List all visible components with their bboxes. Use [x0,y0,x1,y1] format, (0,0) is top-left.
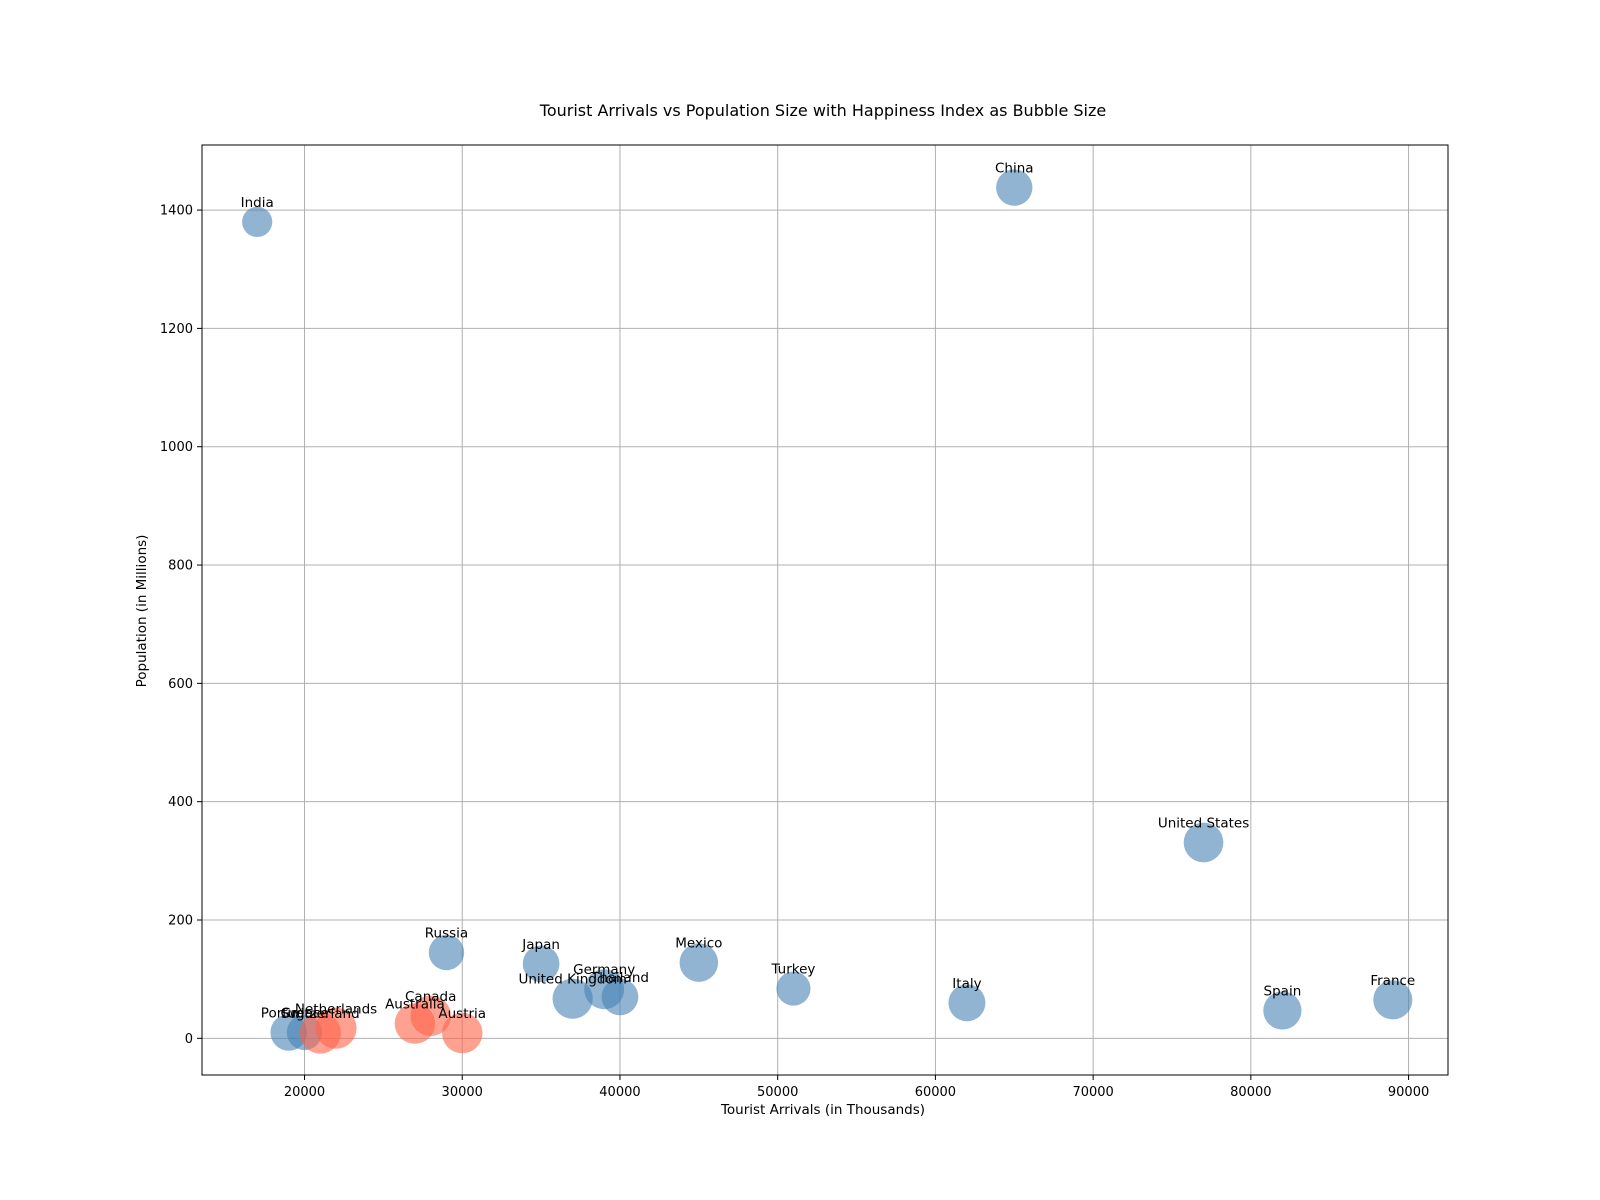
y-tick-label: 400 [168,795,193,810]
point-labels: France Spain United States China Italy Turkey… [241,161,1416,1022]
x-tick-label: 30000 [442,1085,483,1100]
x-tick-label: 80000 [1230,1085,1271,1100]
bubble [394,1003,436,1044]
bubble [522,945,560,983]
point-label: Russia [425,926,468,942]
plot-frame [201,144,1449,1076]
point-label: France [1370,973,1415,989]
bubble [242,206,273,238]
bubble [679,943,719,982]
point-label: India [241,195,274,211]
point-label: Canada [405,989,456,1005]
point-label: United States [1158,816,1249,832]
point-label: Turkey [770,962,815,978]
y-axis-label: Population (in Millions) [134,535,150,688]
bubble [428,934,465,971]
x-axis-label: Tourist Arrivals (in Thousands) [720,1102,925,1118]
point-label: Portugal [261,1005,317,1021]
y-tick-label: 1000 [160,440,193,455]
bubble [996,169,1033,206]
x-tick-label: 20000 [284,1085,325,1100]
y-tick-label: 1200 [160,322,193,337]
bubble [299,1012,341,1054]
point-label: Mexico [675,936,722,952]
point-label: Germany [573,962,635,978]
grid-lines [202,145,1448,1075]
point-label: Spain [1264,984,1302,1000]
point-label: Austria [438,1006,486,1022]
point-label: Australia [385,997,445,1013]
point-label: Thailand [590,970,649,986]
y-tick-label: 200 [168,914,193,929]
point-label: China [995,161,1034,177]
bubble [1263,991,1302,1030]
point-label: Italy [952,976,981,992]
bubble [441,1012,483,1054]
point-label: Switzerland [281,1006,360,1022]
chart-title: Tourist Arrivals vs Population Size with… [539,101,1106,120]
point-label: Greece [280,1005,328,1021]
point-label: Japan [521,937,560,953]
y-tick-label: 600 [168,677,193,692]
bubble [584,969,625,1010]
point-label: United Kingdom [518,972,626,988]
x-tick-label: 40000 [599,1085,640,1100]
y-tick-label: 800 [168,559,193,574]
bubble [552,978,593,1019]
bubble [776,971,811,1006]
axis-ticks: 20000 30000 40000 50000 60000 70000 80000 90000… [160,204,1429,1100]
x-tick-label: 90000 [1388,1085,1429,1100]
bubbles [242,169,1413,1054]
x-tick-label: 70000 [1072,1085,1113,1100]
point-label: Netherlands [295,1001,377,1017]
x-tick-label: 50000 [757,1085,798,1100]
x-tick-label: 60000 [915,1085,956,1100]
bubble [1183,822,1224,863]
bubble [948,984,986,1022]
bubble [1373,980,1413,1020]
y-tick-label: 0 [185,1032,193,1047]
y-tick-label: 1400 [160,204,193,219]
